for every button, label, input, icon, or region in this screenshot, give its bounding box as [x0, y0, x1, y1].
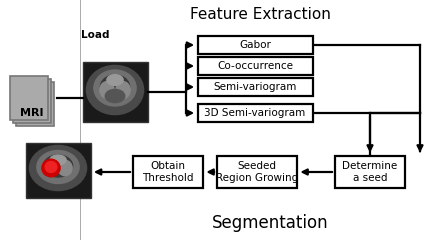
Ellipse shape	[58, 160, 72, 176]
Text: MRI: MRI	[20, 108, 44, 118]
FancyBboxPatch shape	[16, 82, 54, 126]
Ellipse shape	[86, 65, 143, 115]
Ellipse shape	[100, 75, 130, 99]
Ellipse shape	[29, 145, 87, 191]
Ellipse shape	[42, 159, 60, 177]
Text: Determine
a seed: Determine a seed	[342, 161, 398, 183]
FancyBboxPatch shape	[10, 76, 48, 120]
FancyBboxPatch shape	[198, 104, 312, 122]
Ellipse shape	[105, 90, 125, 103]
FancyBboxPatch shape	[198, 36, 312, 54]
Text: Gabor: Gabor	[239, 40, 271, 50]
Text: Segmentation: Segmentation	[212, 214, 328, 232]
FancyBboxPatch shape	[26, 143, 91, 198]
Ellipse shape	[45, 162, 57, 173]
FancyBboxPatch shape	[335, 156, 405, 188]
Ellipse shape	[116, 82, 130, 98]
Ellipse shape	[50, 155, 66, 165]
Text: Semi-variogram: Semi-variogram	[213, 82, 297, 92]
Text: Load: Load	[81, 30, 109, 40]
FancyBboxPatch shape	[217, 156, 297, 188]
FancyBboxPatch shape	[198, 57, 312, 75]
Ellipse shape	[44, 160, 58, 176]
Text: 3D Semi-variogram: 3D Semi-variogram	[204, 108, 306, 118]
FancyBboxPatch shape	[198, 78, 312, 96]
Text: Feature Extraction: Feature Extraction	[190, 7, 330, 22]
FancyBboxPatch shape	[83, 62, 147, 122]
Text: Seeded
Region Growing: Seeded Region Growing	[216, 161, 298, 183]
FancyBboxPatch shape	[13, 79, 51, 123]
Ellipse shape	[44, 155, 73, 177]
Text: Co-occurrence: Co-occurrence	[217, 61, 293, 71]
Ellipse shape	[107, 75, 123, 85]
Ellipse shape	[100, 82, 114, 98]
Text: Obtain
Threshold: Obtain Threshold	[142, 161, 194, 183]
Ellipse shape	[94, 70, 136, 106]
FancyBboxPatch shape	[133, 156, 203, 188]
Ellipse shape	[37, 150, 79, 184]
